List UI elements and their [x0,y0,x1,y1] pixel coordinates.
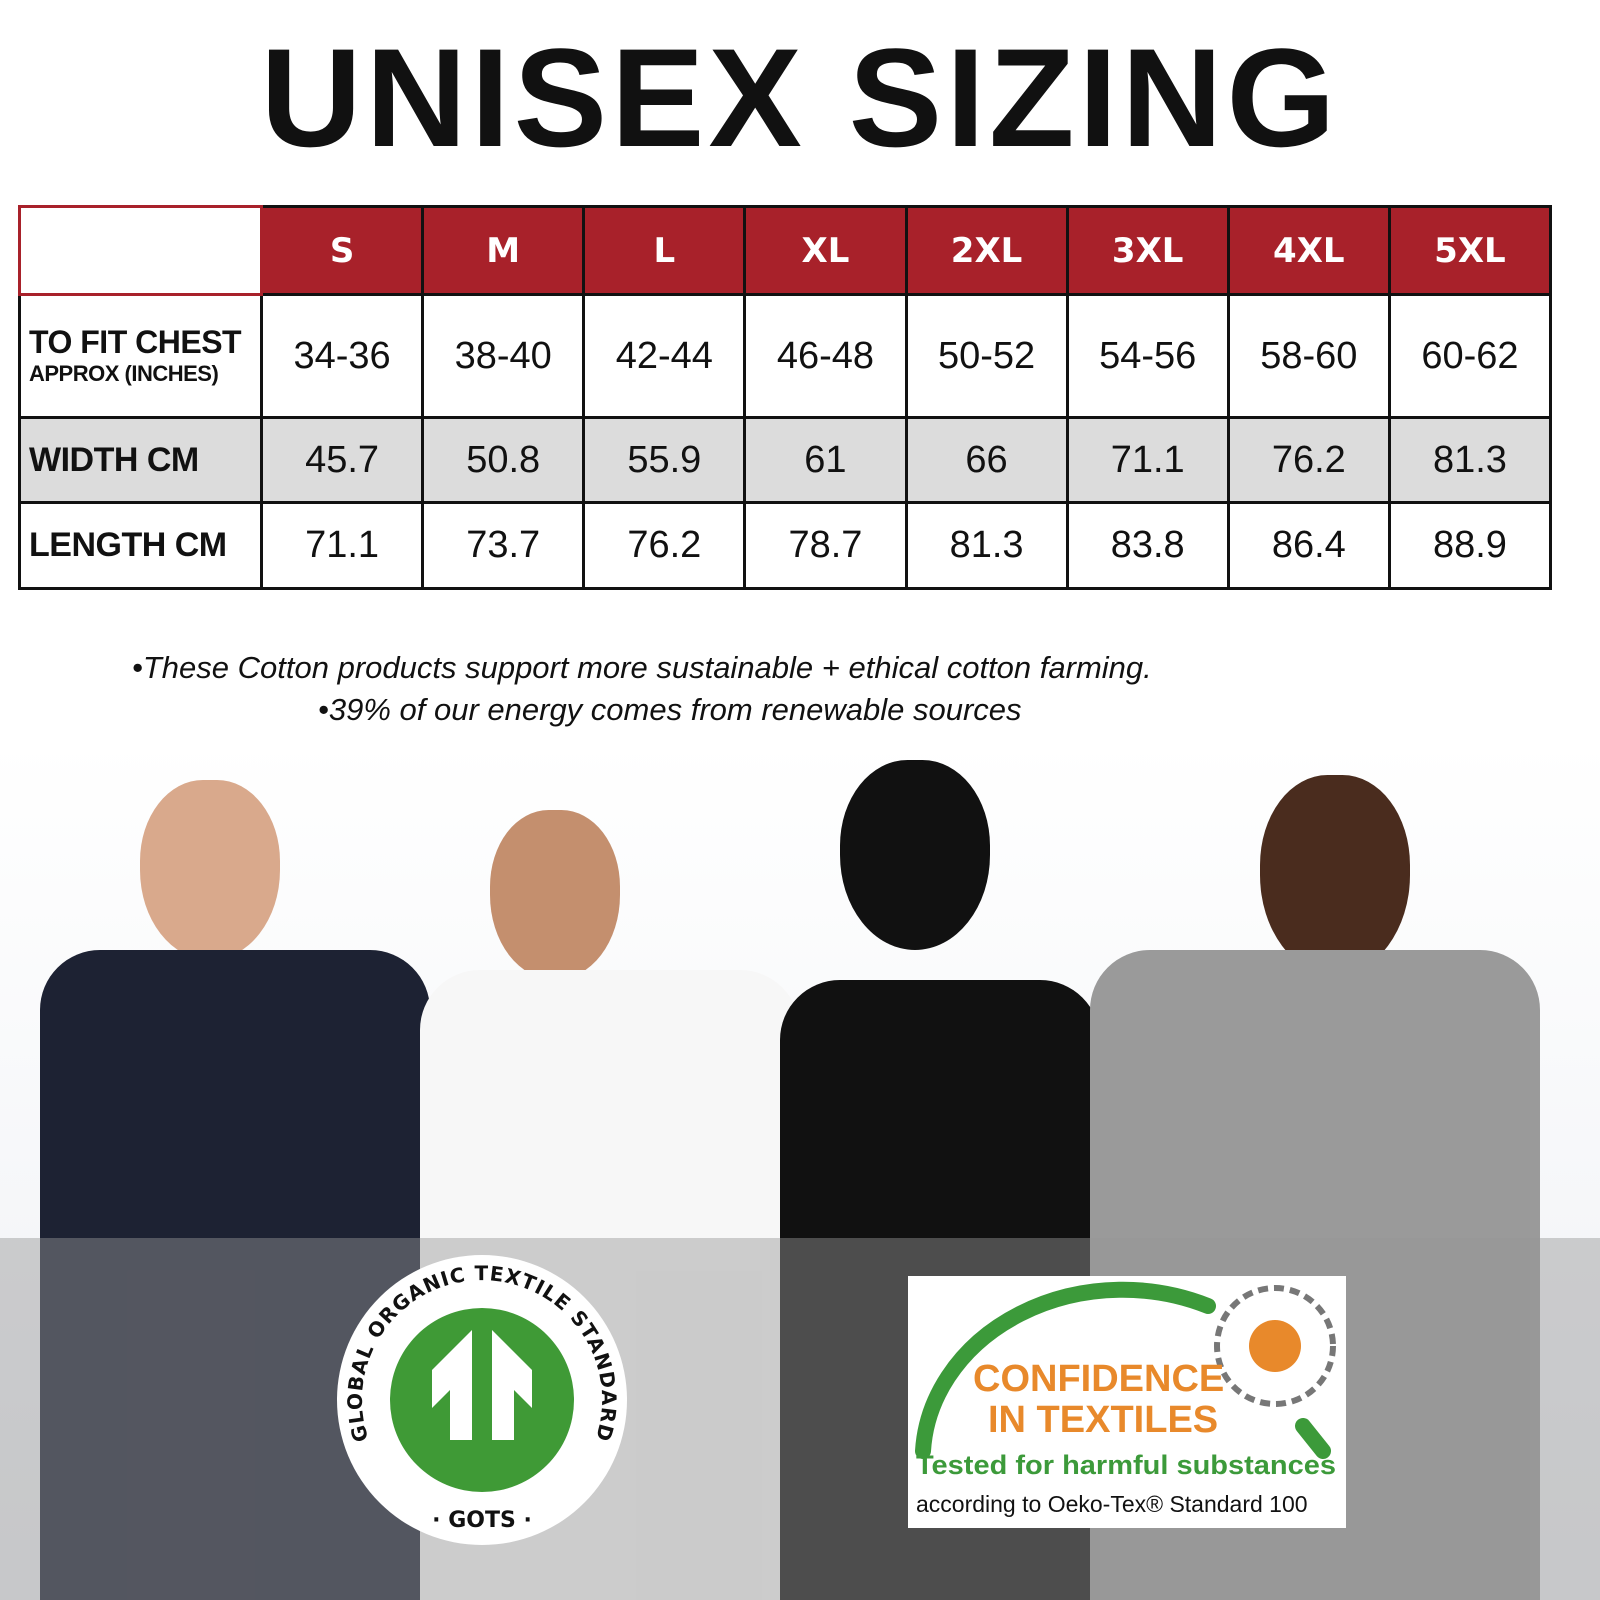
width-row: WIDTH CM 45.7 50.8 55.9 61 66 71.1 76.2 … [18,415,1553,505]
table-cell: 61 [743,415,908,505]
table-cell: 73.7 [421,501,586,590]
table-cell: 81.3 [904,501,1069,590]
chest-row: To Fit Chest Approx (Inches) 34-36 38-40 … [18,293,1553,419]
oeko-logo-graphic: CONFIDENCE IN TEXTILES Tested for harmfu… [915,1281,1336,1517]
table-cell: 86.4 [1226,501,1391,590]
blank-header-cell [18,205,263,296]
table-cell: 71.1 [1065,415,1230,505]
size-chart-table: S M L XL 2XL 3XL 4XL 5XL To Fit Chest App… [18,205,1553,590]
oeko-line3: Tested for harmful substances [916,1450,1336,1480]
translucent-band [0,1238,1600,1600]
table-cell: 54-56 [1065,293,1230,419]
model-head [140,780,280,960]
table-cell: 42-44 [582,293,747,419]
model-hat [840,760,990,950]
model-head [490,810,620,980]
length-row: LENGTH CM 71.1 73.7 76.2 78.7 81.3 83.8 … [18,501,1553,590]
table-cell: 66 [904,415,1069,505]
size-header-row: S M L XL 2XL 3XL 4XL 5XL [18,205,1553,296]
table-cell: 83.8 [1065,501,1230,590]
table-cell: 76.2 [582,501,747,590]
table-cell: 60-62 [1387,293,1553,419]
table-cell: 78.7 [743,501,908,590]
chest-label: To Fit Chest [29,324,242,361]
size-header: XL [743,205,908,296]
table-cell: 76.2 [1226,415,1391,505]
size-header: 2XL [904,205,1069,296]
chest-sublabel: Approx (Inches) [29,361,219,387]
table-cell: 38-40 [421,293,586,419]
size-header: 3XL [1065,205,1230,296]
table-cell: 34-36 [259,293,425,419]
table-cell: 71.1 [259,501,425,590]
table-cell: 45.7 [259,415,425,505]
size-header: M [421,205,586,296]
oeko-tex-logo: CONFIDENCE IN TEXTILES Tested for harmfu… [908,1276,1346,1528]
size-header: 4XL [1226,205,1391,296]
row-label: WIDTH CM [18,415,263,505]
sustainability-note: •These Cotton products support more sust… [132,650,1152,685]
page-title: UNISEX SIZING [260,19,1340,176]
table-cell: 58-60 [1226,293,1391,419]
table-cell: 50-52 [904,293,1069,419]
size-header: S [259,205,425,296]
gots-bottom-text: · GOTS · [432,1508,532,1533]
size-header: 5XL [1387,205,1553,296]
table-cell: 88.9 [1387,501,1553,590]
table-cell: 55.9 [582,415,747,505]
table-cell: 81.3 [1387,415,1553,505]
size-header: L [582,205,747,296]
gots-logo: GLOBAL ORGANIC TEXTILE STANDARD · GOTS · [337,1255,627,1545]
energy-note: •39% of our energy comes from renewable … [318,692,1022,727]
model-shirt [40,950,430,1600]
oeko-line1: CONFIDENCE [973,1358,1224,1400]
oeko-line2: IN TEXTILES [988,1399,1218,1441]
oeko-line4: according to Oeko-Tex® Standard 100 [916,1491,1308,1517]
row-label: LENGTH CM [18,501,263,590]
model-head [1260,775,1410,975]
table-cell: 50.8 [421,415,586,505]
gots-logo-graphic: GLOBAL ORGANIC TEXTILE STANDARD · GOTS · [343,1261,620,1533]
row-label: To Fit Chest Approx (Inches) [18,293,263,419]
table-cell: 46-48 [743,293,908,419]
